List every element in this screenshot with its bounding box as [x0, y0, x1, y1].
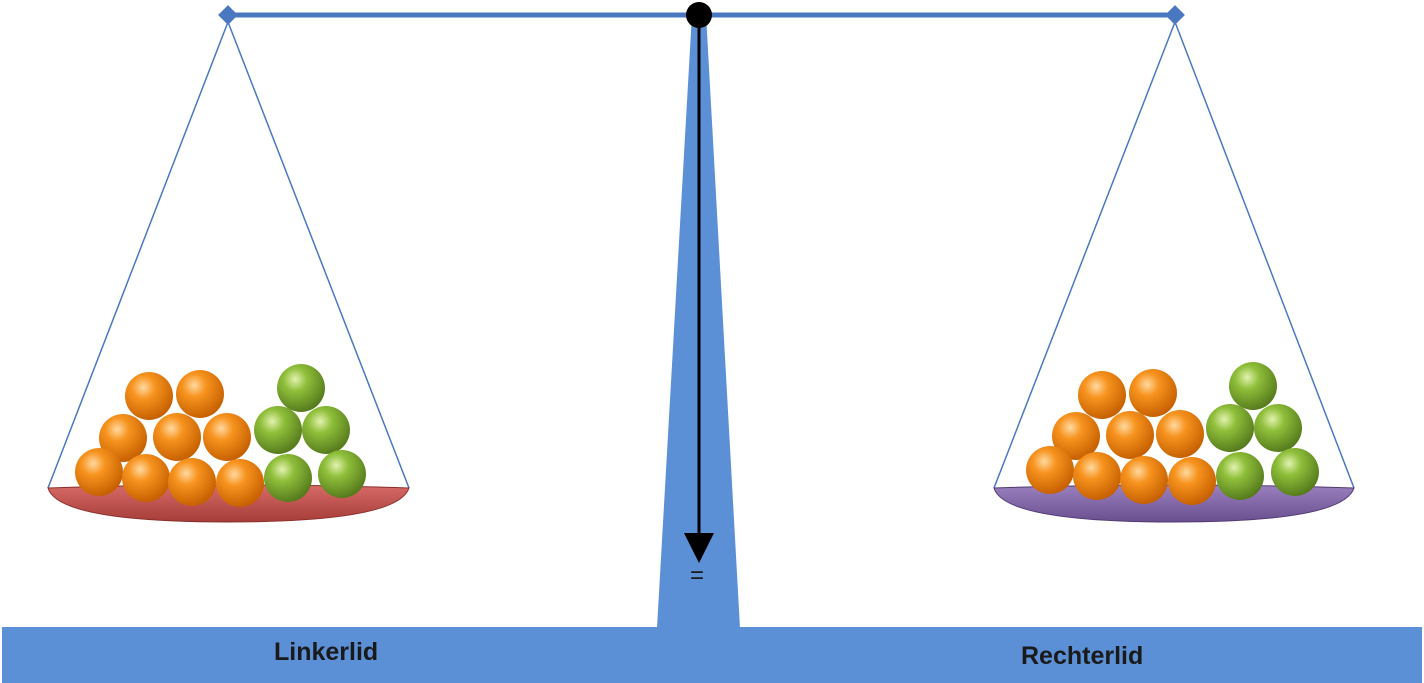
orange-ball: [75, 448, 123, 496]
orange-ball: [1073, 452, 1121, 500]
orange-ball: [153, 413, 201, 461]
orange-ball: [176, 370, 224, 418]
green-ball: [254, 406, 302, 454]
green-ball: [318, 450, 366, 498]
orange-ball: [1078, 371, 1126, 419]
orange-ball: [1052, 412, 1100, 460]
pivot-point: [686, 2, 712, 28]
orange-ball: [99, 414, 147, 462]
right-side-label: Rechterlid: [1021, 642, 1144, 670]
orange-ball: [1156, 410, 1204, 458]
left-side-label: Linkerlid: [274, 638, 379, 666]
orange-ball: [1106, 411, 1154, 459]
right-beam-end: [1165, 5, 1185, 25]
orange-ball: [1129, 369, 1177, 417]
right-pan-balls: [1026, 362, 1319, 505]
left-string-inner: [227, 21, 410, 489]
orange-ball: [216, 459, 264, 507]
pointer-label: =: [690, 562, 705, 589]
orange-ball: [125, 372, 173, 420]
green-ball: [302, 406, 350, 454]
green-ball: [1216, 452, 1264, 500]
left-pan-balls: [75, 364, 366, 507]
green-ball: [1271, 448, 1319, 496]
green-ball: [264, 454, 312, 502]
green-ball: [1229, 362, 1277, 410]
orange-ball: [168, 458, 216, 506]
orange-ball: [122, 454, 170, 502]
left-string-outer: [47, 21, 229, 489]
right-string-inner: [993, 21, 1176, 489]
orange-ball: [1120, 456, 1168, 504]
green-ball: [277, 364, 325, 412]
base-bar: [2, 627, 1422, 683]
green-ball: [1254, 404, 1302, 452]
right-string-outer: [1174, 21, 1355, 489]
green-ball: [1206, 404, 1254, 452]
orange-ball: [1026, 446, 1074, 494]
left-beam-end: [218, 5, 238, 25]
orange-ball: [203, 413, 251, 461]
orange-ball: [1168, 457, 1216, 505]
